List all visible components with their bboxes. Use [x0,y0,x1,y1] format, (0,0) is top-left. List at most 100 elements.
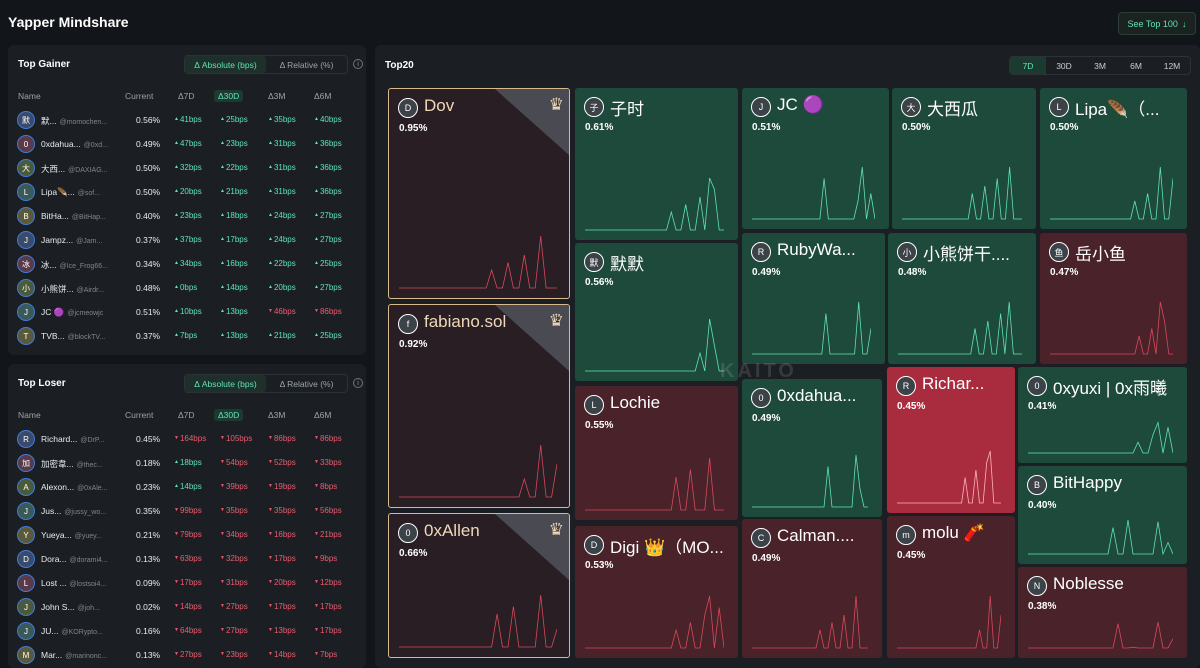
col-current[interactable]: Current [125,410,154,420]
tab-6m[interactable]: 6M [1130,60,1142,71]
table-row[interactable]: 0 0xdahua...@0xd... 0.49% 47bps 23bps 31bps 36… [8,132,366,156]
avatar: R [751,242,771,262]
table-row[interactable]: J Jus...@jussy_wo... 0.35% 99bps 35bps 35bps 5… [8,499,366,523]
col-7d[interactable]: Δ7D [178,410,195,420]
row-name[interactable]: BitHa... @BitHap... [41,211,131,221]
table-row[interactable]: 冰冰...@Ice_Frog66... 0.34% 34bps 16bps 22bps 2… [8,252,366,276]
table-row[interactable]: M Mar...@marinonc... 0.13% 27bps 23bps 14bps 7… [8,643,366,667]
row-name[interactable]: Dora... @dorami4... [41,554,131,564]
yapper-tile[interactable]: 0 0xdahua... 0.49% [742,379,882,517]
row-handle: @BitHap... [71,214,106,221]
tile-name: BitHappy [1053,473,1122,492]
sparkline [902,166,1022,220]
table-row[interactable]: T TVB...@blockTV... 0.37% 7bps 13bps 21bps 25b… [8,324,366,348]
table-row[interactable]: 大大西...@DAXIAG... 0.50% 32bps 22bps 31bps 36bp… [8,156,366,180]
info-icon[interactable]: i [353,378,363,388]
yapper-tile[interactable]: 鱼岳小鱼 0.47% [1040,233,1187,364]
table-row[interactable]: D Dora...@dorami4... 0.13% 63bps 32bps 17bps 9… [8,547,366,571]
gainer-absolute-option[interactable]: Δ Absolute (bps) [185,56,266,73]
row-name[interactable]: Yueya... @yuey... [41,530,131,540]
row-name[interactable]: 默... @momochen... [41,115,131,127]
loser-absolute-option[interactable]: Δ Absolute (bps) [185,375,266,392]
row-name[interactable]: Mar... @marinonc... [41,650,131,660]
row-current: 0.37% [136,235,161,245]
yapper-tile[interactable]: 大大西瓜 0.50% [892,88,1036,229]
row-name[interactable]: 大西... @DAXIAG... [41,163,131,175]
col-30d[interactable]: Δ30D [214,409,244,421]
row-current: 0.02% [136,602,161,612]
row-name[interactable]: Lipa🪶... @sof... [41,187,131,198]
row-name[interactable]: Richard... @DrP... [41,434,131,444]
row-name[interactable]: Lost ... @lostsoi4... [41,578,131,588]
row-name[interactable]: JU... @KORypto... [41,626,131,636]
yapper-tile[interactable]: D Digi 👑（MO... 0.53% [575,526,738,658]
row-name[interactable]: 小熊饼... @Airdr... [41,283,131,295]
see-top-100-button[interactable]: See Top 100 ↓ [1118,12,1196,35]
tab-30d[interactable]: 30D [1056,60,1072,71]
row-display-name: 冰... [41,260,57,270]
row-delta: 31bps [268,187,296,196]
row-current: 0.50% [136,163,161,173]
col-6m[interactable]: Δ6M [314,91,332,101]
table-row[interactable]: R Richard...@DrP... 0.45% 164bps 105bps 86bps… [8,427,366,451]
row-name[interactable]: Alexon... @0xAle... [41,482,131,492]
gainer-relative-option[interactable]: Δ Relative (%) [279,59,334,70]
table-row[interactable]: 默默...@momochen... 0.56% 41bps 25bps 35bps 40b… [8,108,366,132]
row-delta: 37bps [174,235,202,244]
col-3m[interactable]: Δ3M [268,410,286,420]
yapper-tile[interactable]: 0 0xyuxi | 0x雨曦 0.41% [1018,367,1187,463]
row-name[interactable]: Jampz... @Jam... [41,235,131,245]
row-display-name: JU... [41,626,59,636]
table-row[interactable]: J JU...@KORypto... 0.16% 64bps 27bps 13bps 17b… [8,619,366,643]
row-delta: 19bps [268,482,296,491]
yapper-tile[interactable]: m molu 🧨 0.45% [887,516,1015,658]
yapper-tile[interactable]: J JC 🟣 0.51% [742,88,889,229]
table-row[interactable]: L Lost ...@lostsoi4... 0.09% 17bps 31bps 20bp… [8,571,366,595]
yapper-tile[interactable]: L Lochie 0.55% [575,386,738,520]
table-row[interactable]: A Alexon...@0xAle... 0.23% 14bps 39bps 19bps 8… [8,475,366,499]
col-3m[interactable]: Δ3M [268,91,286,101]
yapper-tile[interactable]: L Lipa🪶（... 0.50% [1040,88,1187,229]
yapper-tile[interactable]: R Richar... 0.45% [887,367,1015,513]
yapper-tile[interactable]: ♛ 2 f fabiano.sol 0.92% [388,304,570,508]
row-name[interactable]: JC 🟣 @jcmeowjc [41,307,131,318]
yapper-tile[interactable]: C Calman.... 0.49% [742,519,882,658]
yapper-tile[interactable]: 小小熊饼干.... 0.48% [888,233,1036,364]
yapper-tile[interactable]: B BitHappy 0.40% [1018,466,1187,564]
row-name[interactable]: TVB... @blockTV... [41,331,131,341]
info-icon[interactable]: i [353,59,363,69]
row-handle: @Airdr... [76,287,104,294]
row-handle: @momochen... [59,119,108,126]
table-row[interactable]: Y Yueya...@yuey... 0.21% 79bps 34bps 16bps 21b… [8,523,366,547]
yapper-tile[interactable]: ♛ 3 0 0xAllen 0.66% [388,513,570,658]
table-row[interactable]: J John S...@joh... 0.02% 14bps 27bps 17bps 17b… [8,595,366,619]
row-delta: 20bps [174,187,202,196]
yapper-tile[interactable]: R RubyWa... 0.49% [742,233,885,364]
avatar: C [751,528,771,548]
col-current[interactable]: Current [125,91,154,101]
tab-12m[interactable]: 12M [1163,60,1181,71]
yapper-tile[interactable]: ♛ 1 D Dov 0.95% [388,88,570,299]
tab-3m[interactable]: 3M [1094,60,1106,71]
table-row[interactable]: J Jampz...@Jam... 0.37% 37bps 17bps 24bps 27bp… [8,228,366,252]
row-delta: 22bps [220,163,248,172]
col-30d[interactable]: Δ30D [214,90,244,102]
sparkline [1050,301,1173,355]
tab-7d[interactable]: 7D [1010,57,1046,74]
row-name[interactable]: John S... @joh... [41,602,131,612]
row-name[interactable]: 冰... @Ice_Frog66... [41,259,131,271]
table-row[interactable]: J JC 🟣@jcmeowjc 0.51% 10bps 13bps 46bps 86bps [8,300,366,324]
loser-relative-option[interactable]: Δ Relative (%) [279,378,334,389]
row-name[interactable]: Jus... @jussy_wo... [41,506,131,516]
col-6m[interactable]: Δ6M [314,410,332,420]
row-name[interactable]: 0xdahua... @0xd... [41,139,131,149]
col-7d[interactable]: Δ7D [178,91,195,101]
table-row[interactable]: B BitHa...@BitHap... 0.40% 23bps 18bps 24bps 2… [8,204,366,228]
yapper-tile[interactable]: 子子时 0.61% [575,88,738,240]
yapper-tile[interactable]: 默默默 0.56% [575,243,738,381]
table-row[interactable]: L Lipa🪶...@sof... 0.50% 20bps 21bps 31bps 36bp… [8,180,366,204]
yapper-tile[interactable]: N Noblesse 0.38% [1018,567,1187,658]
row-name[interactable]: 加密韋... @thec... [41,458,131,470]
